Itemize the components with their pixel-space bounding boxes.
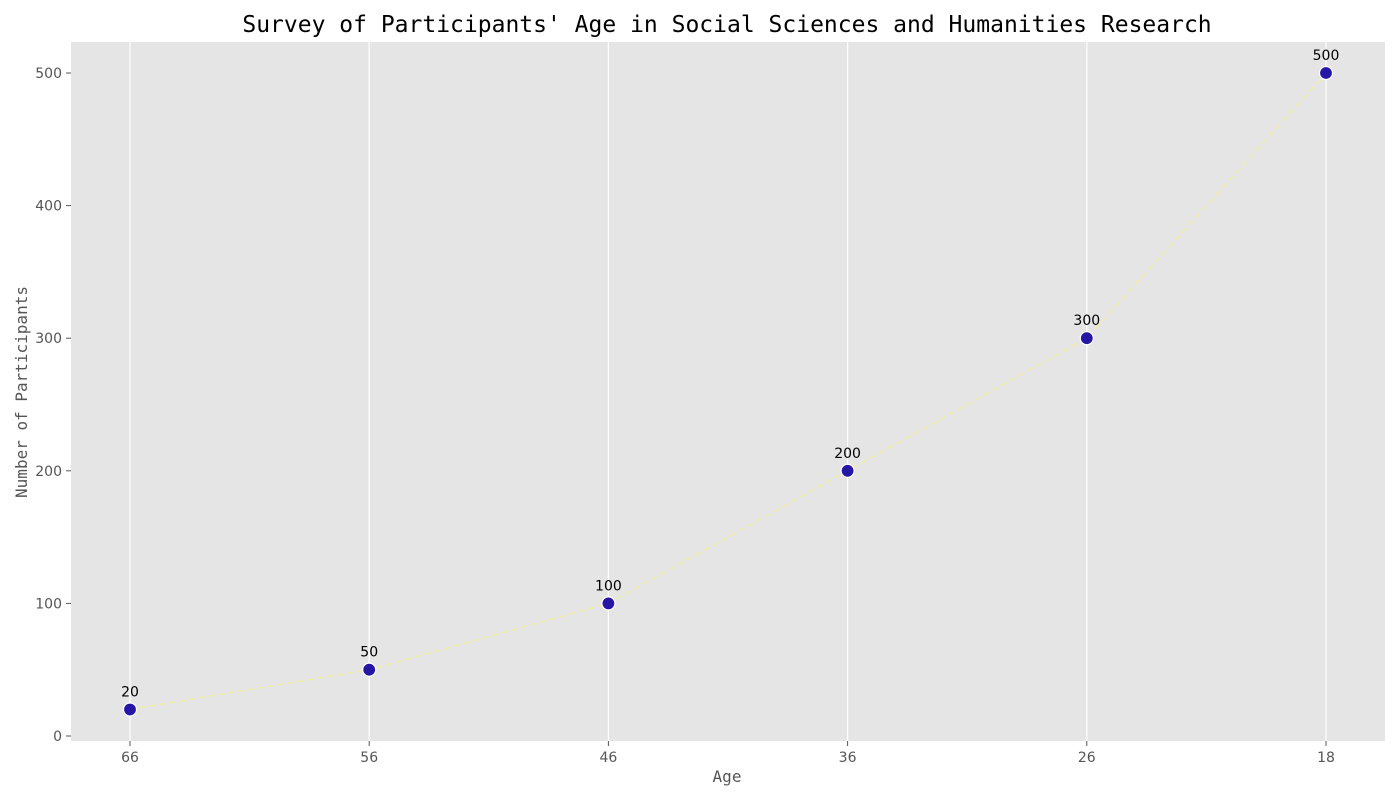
data-label: 50 [360, 645, 378, 661]
plot-area [71, 42, 1385, 741]
y-tick-label: 500 [35, 66, 62, 82]
data-labels: 20 50 100 200 300 500 [121, 48, 1339, 700]
series-line [129, 72, 1327, 711]
y-tick-label: 0 [53, 729, 62, 745]
y-tick-label: 400 [35, 199, 62, 215]
data-point [1318, 65, 1334, 81]
data-label: 500 [1313, 48, 1340, 64]
x-tick-label: 56 [360, 750, 378, 766]
x-tick-label: 18 [1317, 750, 1335, 766]
data-point [840, 463, 855, 478]
data-point [122, 702, 138, 717]
data-label: 100 [595, 578, 622, 594]
grid-lines [129, 42, 1327, 741]
x-axis-label: Age [713, 767, 742, 786]
data-point [1079, 331, 1094, 346]
data-point [601, 596, 616, 611]
y-tick-label: 300 [35, 331, 62, 347]
chart-title: Survey of Participants' Age in Social Sc… [242, 12, 1211, 38]
x-tick-label: 26 [1078, 750, 1096, 766]
y-axis-label: Number of Participants [12, 286, 31, 498]
data-point [362, 662, 377, 677]
data-label: 300 [1073, 313, 1100, 329]
y-tick-label: 100 [35, 596, 62, 612]
x-tick-label: 36 [839, 750, 857, 766]
x-tick-label: 66 [121, 750, 139, 766]
data-label: 20 [121, 684, 139, 700]
axes: 66 56 46 36 26 18 0 100 200 300 400 500 [35, 66, 1335, 766]
data-points [122, 65, 1334, 717]
y-tick-label: 200 [35, 464, 62, 480]
data-label: 200 [834, 446, 861, 462]
x-tick-label: 46 [599, 750, 617, 766]
